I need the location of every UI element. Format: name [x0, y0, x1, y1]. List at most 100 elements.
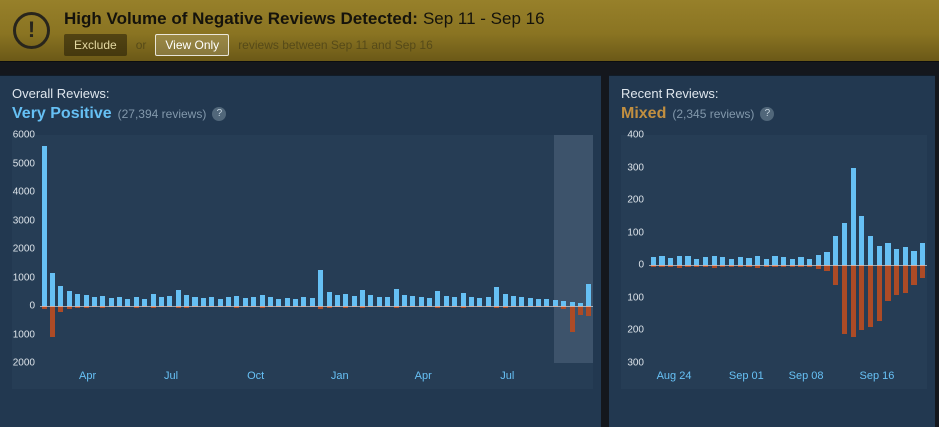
banner-actions: Exclude or View Only reviews between Sep… — [64, 34, 925, 56]
positive-review-bar — [58, 286, 64, 306]
x-tick-label: Apr — [78, 370, 97, 382]
banner-description: reviews between Sep 11 and Sep 16 — [238, 38, 433, 52]
positive-review-bar — [807, 258, 813, 266]
positive-review-bar — [798, 256, 804, 266]
positive-review-bar — [226, 297, 232, 306]
positive-review-bar — [659, 255, 665, 266]
negative-review-bar — [58, 306, 64, 312]
positive-review-bar — [175, 290, 181, 306]
positive-review-bar — [150, 294, 156, 306]
positive-review-bar — [393, 288, 399, 306]
or-label: or — [135, 38, 147, 52]
negative-review-bar — [815, 265, 821, 270]
recent-rating-value: Mixed — [621, 105, 667, 122]
positive-review-bar — [83, 295, 89, 306]
positive-review-bar — [259, 294, 265, 306]
negative-review-bar — [833, 265, 839, 285]
y-tick-label: 6000 — [12, 129, 35, 141]
zero-axis-line — [649, 265, 927, 267]
review-graph-panels: Overall Reviews: Very Positive (27,394 r… — [0, 75, 939, 427]
positive-review-bar — [510, 296, 516, 306]
overall-histogram-y-axis: 6000 5000 4000 3000 2000 1000 0 1000 2000 — [12, 130, 40, 369]
positive-review-bar — [368, 294, 374, 306]
help-question-icon[interactable]: ? — [760, 107, 775, 121]
positive-review-bar — [468, 296, 474, 306]
recent-reviews-panel: Recent Reviews: Mixed (2,345 reviews) ? … — [609, 75, 935, 427]
positive-review-bar — [867, 235, 874, 266]
positive-review-bar — [401, 295, 407, 306]
positive-review-bar — [351, 296, 357, 306]
y-tick-label: 1000 — [12, 272, 35, 283]
recent-review-count: (2,345 reviews) — [672, 107, 755, 121]
positive-review-bar — [117, 296, 123, 306]
positive-review-bar — [234, 296, 240, 306]
positive-review-bar — [66, 291, 72, 306]
positive-review-bar — [544, 299, 550, 306]
negative-review-bar — [50, 306, 56, 338]
banner-date-range: Sep 11 - Sep 16 — [422, 9, 545, 28]
y-tick-label: 0 — [29, 300, 35, 312]
exclamation-circle-icon: ! — [13, 12, 50, 49]
negative-review-bar — [920, 265, 926, 279]
overall-review-count: (27,394 reviews) — [117, 107, 207, 121]
positive-review-bar — [763, 258, 769, 266]
positive-review-bar — [569, 302, 575, 306]
negative-review-bar — [561, 306, 567, 310]
y-tick-label: 1000 — [12, 329, 35, 340]
positive-review-bar — [485, 297, 491, 306]
positive-review-bar — [920, 242, 926, 266]
overall-rating-value: Very Positive — [12, 105, 112, 122]
positive-review-bar — [301, 297, 307, 306]
positive-review-bar — [477, 298, 483, 306]
negative-review-bar — [569, 306, 575, 332]
positive-review-bar — [75, 294, 81, 306]
positive-review-bar — [217, 298, 223, 306]
positive-review-bar — [385, 297, 391, 306]
positive-review-bar — [41, 146, 47, 306]
positive-review-bar — [711, 255, 717, 266]
x-tick-label: Sep 16 — [859, 370, 895, 382]
positive-review-bar — [841, 222, 848, 266]
positive-review-bar — [343, 294, 349, 306]
positive-review-bar — [376, 296, 382, 306]
help-question-icon[interactable]: ? — [212, 107, 227, 121]
positive-review-bar — [552, 299, 558, 306]
positive-review-bar — [815, 254, 821, 266]
positive-review-bar — [410, 296, 416, 306]
negative-review-bar — [824, 265, 830, 272]
negative-review-bar — [75, 306, 81, 309]
positive-review-bar — [789, 258, 795, 266]
negative-review-bar — [754, 265, 761, 268]
x-tick-label: Jan — [330, 370, 349, 382]
positive-review-bar — [209, 296, 215, 306]
recent-reviews-heading: Recent Reviews: — [621, 86, 719, 101]
x-tick-label: Jul — [500, 370, 515, 382]
positive-review-bar — [200, 298, 206, 306]
positive-review-bar — [50, 273, 56, 306]
positive-review-bar — [284, 298, 290, 306]
banner-title-text: High Volume of Negative Reviews Detected… — [64, 9, 418, 28]
y-tick-label: 0 — [638, 259, 644, 271]
positive-review-bar — [326, 291, 332, 306]
exclamation-glyph: ! — [27, 17, 36, 42]
positive-review-bar — [754, 256, 761, 266]
positive-review-bar — [833, 235, 839, 266]
positive-review-bar — [418, 297, 424, 306]
negative-review-bar — [494, 306, 500, 309]
negative-review-bar — [885, 265, 891, 302]
zero-axis-line — [40, 306, 593, 307]
positive-review-bar — [694, 258, 700, 266]
positive-review-bar — [859, 216, 865, 266]
view-only-button[interactable]: View Only — [155, 34, 230, 56]
exclude-button[interactable]: Exclude — [64, 34, 127, 56]
x-tick-label: Sep 08 — [788, 370, 824, 382]
positive-review-bar — [460, 293, 466, 306]
y-tick-label: 200 — [627, 194, 644, 206]
positive-review-bar — [850, 167, 856, 266]
positive-review-bar — [158, 297, 164, 306]
overall-histogram-plot[interactable] — [40, 135, 593, 363]
positive-review-bar — [125, 298, 131, 306]
banner-title: High Volume of Negative Reviews Detected… — [64, 9, 925, 29]
recent-histogram-plot[interactable] — [649, 135, 927, 363]
y-tick-label: 3000 — [12, 215, 35, 226]
